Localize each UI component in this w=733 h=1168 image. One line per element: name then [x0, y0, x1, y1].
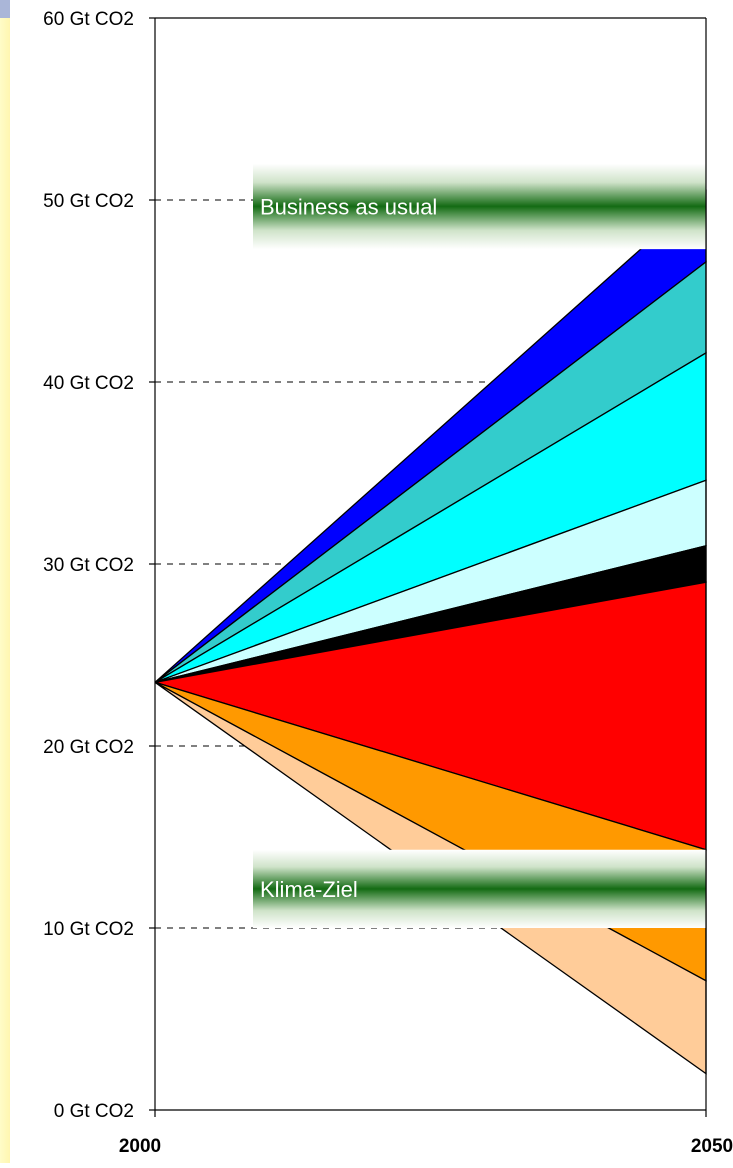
- annotation-text: Klima-Ziel: [260, 877, 358, 902]
- slide-corner-mark: [0, 0, 10, 18]
- wedge-series: [154, 189, 707, 1075]
- slide-side-strip: [0, 0, 10, 1163]
- y-tick-label: 0 Gt CO2: [54, 1101, 134, 1122]
- annotation-text: Business as usual: [260, 194, 437, 219]
- y-tick-label: 30 Gt CO2: [43, 555, 134, 576]
- annotation-2: Klima-Ziel: [253, 849, 706, 928]
- y-tick-label: 60 Gt CO2: [43, 9, 134, 30]
- y-tick-label: 10 Gt CO2: [43, 919, 134, 940]
- annotation-banner: [253, 849, 706, 928]
- x-tick-label: 2050: [691, 1136, 733, 1157]
- y-tick-label: 20 Gt CO2: [43, 737, 134, 758]
- y-tick-label: 50 Gt CO2: [43, 191, 134, 212]
- annotation-banner: [253, 163, 706, 250]
- x-tick-labels: 2000 2050: [119, 1110, 733, 1157]
- annotations: Business as usual Klima-Ziel: [253, 163, 706, 928]
- x-tick-label: 2000: [119, 1136, 161, 1157]
- y-tick-label: 40 Gt CO2: [43, 373, 134, 394]
- annotation-1: Business as usual: [253, 163, 706, 250]
- y-tick-labels: 0 Gt CO2 10 Gt CO2 20 Gt CO2 30 Gt CO2 40 Gt…: [43, 9, 155, 1122]
